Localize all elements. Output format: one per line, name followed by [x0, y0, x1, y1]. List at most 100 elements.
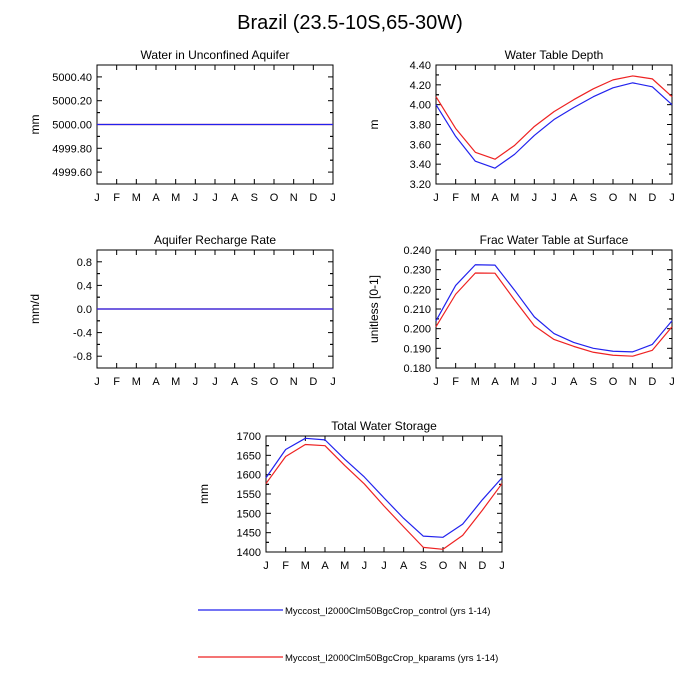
x-tick-label: J — [551, 376, 557, 388]
y-tick-label: 0.0 — [77, 304, 92, 316]
x-tick-label: J — [362, 560, 368, 572]
x-tick-label: M — [471, 192, 480, 204]
y-tick-label: 3.60 — [410, 139, 431, 151]
x-tick-label: O — [270, 192, 279, 204]
y-tick-label: 1500 — [237, 508, 261, 520]
y-tick-label: 1450 — [237, 528, 261, 540]
y-tick-label: 0.180 — [403, 363, 431, 375]
x-tick-label: M — [132, 192, 141, 204]
series-line-kparams — [265, 443, 503, 550]
y-axis-label: mm/d — [28, 294, 42, 324]
x-tick-label: J — [212, 192, 218, 204]
x-tick-label: J — [94, 376, 100, 388]
x-tick-label: O — [609, 376, 618, 388]
series-line-kparams — [435, 75, 673, 160]
y-tick-label: 1550 — [237, 489, 261, 501]
chart-title: Frac Water Table at Surface — [480, 233, 629, 247]
y-tick-label: 1650 — [237, 450, 261, 462]
x-tick-label: M — [510, 376, 519, 388]
x-tick-label: O — [439, 560, 448, 572]
y-tick-label: 4999.60 — [52, 167, 92, 179]
x-tick-label: M — [171, 376, 180, 388]
x-tick-label: F — [452, 192, 459, 204]
x-tick-label: A — [491, 192, 499, 204]
legend: Myccost_I2000Clm50BgcCrop_control (yrs 1… — [198, 606, 498, 664]
chart-total-water-storage: Total Water Storage mm 1400 1450 1500 1550 160… — [197, 419, 505, 572]
x-tick-label: M — [510, 192, 519, 204]
y-tick-label: 3.40 — [410, 159, 431, 171]
chart-title: Water Table Depth — [505, 48, 604, 62]
x-tick-label: J — [532, 192, 538, 204]
y-tick-label: 0.200 — [403, 324, 431, 336]
y-tick-label: 1400 — [237, 547, 261, 559]
legend-label-control: Myccost_I2000Clm50BgcCrop_control (yrs 1… — [285, 606, 490, 617]
x-tick-label: S — [420, 560, 427, 572]
x-tick-label: F — [282, 560, 289, 572]
x-tick-label: A — [231, 192, 239, 204]
y-axis-label: mm — [28, 115, 42, 135]
x-tick-label: O — [270, 376, 279, 388]
y-axis-label: unitless [0-1] — [367, 275, 381, 343]
x-tick-label: N — [290, 192, 298, 204]
x-tick-label: S — [251, 192, 258, 204]
y-tick-label: 5000.20 — [52, 96, 92, 108]
y-tick-label: 3.80 — [410, 120, 431, 132]
plot-frame — [435, 64, 673, 185]
x-tick-label: D — [478, 560, 486, 572]
x-tick-label: A — [491, 376, 499, 388]
x-tick-label: A — [570, 192, 578, 204]
chart-title: Water in Unconfined Aquifer — [141, 48, 290, 62]
y-axis-label: mm — [197, 484, 211, 504]
y-tick-label: 4999.80 — [52, 143, 92, 155]
chart-water-table-depth: Water Table Depth m 3.20 3.40 3.60 3.80 4.00 4.… — [367, 48, 675, 204]
series-line-control — [265, 437, 503, 538]
x-tick-label: A — [152, 192, 160, 204]
chart-title: Total Water Storage — [331, 419, 437, 433]
x-tick-label: J — [212, 376, 218, 388]
y-tick-label: 5000.40 — [52, 72, 92, 84]
x-tick-label: J — [193, 376, 199, 388]
x-tick-label: S — [251, 376, 258, 388]
x-tick-label: J — [669, 376, 675, 388]
chart-title: Aquifer Recharge Rate — [154, 233, 276, 247]
x-tick-label: N — [459, 560, 467, 572]
y-tick-label: 0.8 — [77, 257, 92, 269]
x-tick-label: A — [400, 560, 408, 572]
plot-frame — [265, 435, 503, 553]
x-tick-label: D — [648, 376, 656, 388]
x-tick-label: J — [433, 376, 439, 388]
x-tick-label: J — [551, 192, 557, 204]
x-tick-label: N — [629, 192, 637, 204]
x-tick-label: D — [309, 376, 317, 388]
y-tick-label: 0.190 — [403, 343, 431, 355]
x-tick-label: A — [570, 376, 578, 388]
y-tick-label: -0.8 — [73, 351, 92, 363]
series-line-control — [435, 82, 673, 169]
x-tick-label: M — [340, 560, 349, 572]
y-tick-label: 0.210 — [403, 304, 431, 316]
x-tick-label: N — [290, 376, 298, 388]
x-tick-label: A — [231, 376, 239, 388]
x-tick-label: S — [590, 192, 597, 204]
x-tick-label: D — [648, 192, 656, 204]
x-tick-label: J — [433, 192, 439, 204]
x-tick-label: M — [171, 192, 180, 204]
x-tick-label: J — [193, 192, 199, 204]
y-axis-label: m — [367, 120, 381, 130]
y-tick-label: 4.00 — [410, 100, 431, 112]
x-tick-label: M — [301, 560, 310, 572]
chart-aquifer-recharge-rate: Aquifer Recharge Rate mm/d -0.8 -0.4 0.0 0.4 0… — [28, 233, 336, 388]
figure-title: Brazil (23.5-10S,65-30W) — [237, 12, 463, 34]
x-tick-label: J — [669, 192, 675, 204]
x-tick-label: J — [532, 376, 538, 388]
x-tick-label: D — [309, 192, 317, 204]
x-tick-label: J — [499, 560, 505, 572]
y-tick-label: 5000.00 — [52, 120, 92, 132]
x-tick-label: M — [471, 376, 480, 388]
x-tick-label: N — [629, 376, 637, 388]
y-tick-label: 0.4 — [77, 280, 92, 292]
x-tick-label: O — [609, 192, 618, 204]
y-tick-label: 4.40 — [410, 60, 431, 72]
